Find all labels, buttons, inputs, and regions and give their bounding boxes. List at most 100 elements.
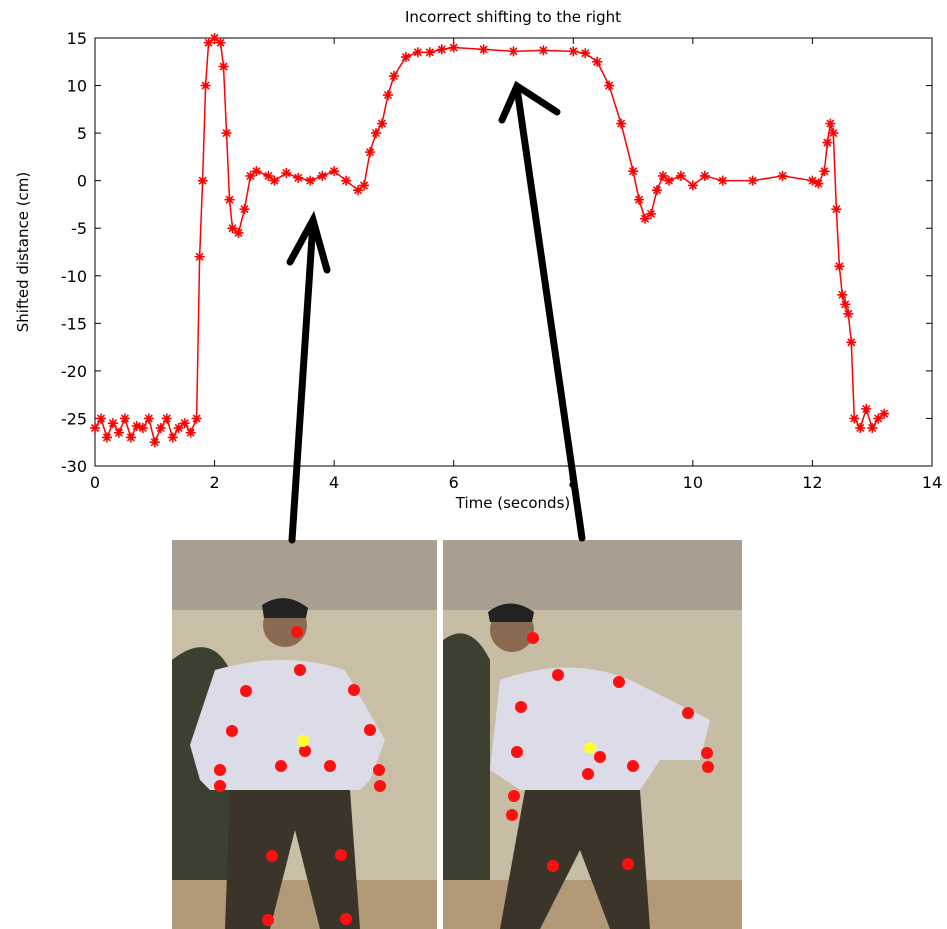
star-marker xyxy=(221,128,232,139)
star-marker xyxy=(873,413,884,424)
y-tick-label: 5 xyxy=(77,124,87,143)
y-tick-label: 0 xyxy=(77,172,87,191)
star-marker xyxy=(628,166,639,177)
star-marker xyxy=(269,175,280,186)
star-marker xyxy=(867,422,878,433)
star-marker xyxy=(717,175,728,186)
star-marker xyxy=(167,432,178,443)
star-marker xyxy=(382,90,393,101)
star-marker xyxy=(137,422,148,433)
star-marker xyxy=(143,413,154,424)
x-tick-label: 4 xyxy=(329,473,339,492)
photo-left xyxy=(172,540,437,929)
star-marker xyxy=(179,418,190,429)
x-tick-label: 6 xyxy=(449,473,459,492)
star-marker xyxy=(846,337,857,348)
star-marker xyxy=(849,413,860,424)
star-marker xyxy=(424,47,435,58)
star-marker xyxy=(113,427,124,438)
star-marker xyxy=(855,422,866,433)
star-marker xyxy=(329,166,340,177)
star-marker xyxy=(819,166,830,177)
x-tick-label: 14 xyxy=(922,473,942,492)
arrows xyxy=(286,80,586,544)
star-marker xyxy=(101,432,112,443)
x-tick-label: 0 xyxy=(90,473,100,492)
star-marker xyxy=(699,170,710,181)
star-marker xyxy=(861,403,872,414)
star-marker xyxy=(281,168,292,179)
star-marker xyxy=(370,128,381,139)
star-marker xyxy=(568,46,579,57)
star-marker xyxy=(663,175,674,186)
star-marker xyxy=(412,47,423,58)
star-marker xyxy=(538,45,549,56)
star-marker xyxy=(448,42,459,53)
star-marker xyxy=(834,261,845,272)
y-tick-label: -30 xyxy=(61,457,87,476)
star-marker xyxy=(305,175,316,186)
star-marker xyxy=(203,37,214,48)
star-marker xyxy=(879,408,890,419)
star-marker xyxy=(341,175,352,186)
photo-right xyxy=(443,540,742,929)
star-marker xyxy=(209,33,220,43)
y-tick-label: 10 xyxy=(67,77,87,96)
star-marker xyxy=(646,208,657,219)
star-marker xyxy=(831,204,842,215)
star-marker xyxy=(478,44,489,55)
x-axis-label: Time (seconds) xyxy=(455,494,571,512)
star-marker xyxy=(218,61,229,72)
star-marker xyxy=(634,194,645,205)
star-marker xyxy=(224,194,235,205)
star-marker xyxy=(651,185,662,196)
star-marker xyxy=(200,80,211,91)
star-marker xyxy=(592,56,603,67)
star-marker xyxy=(149,437,160,448)
star-marker xyxy=(263,170,274,181)
star-marker xyxy=(580,48,591,59)
star-marker xyxy=(837,289,848,300)
chart-title: Incorrect shifting to the right xyxy=(405,8,621,26)
star-marker xyxy=(840,299,851,310)
star-marker xyxy=(825,118,836,129)
star-marker xyxy=(508,46,519,57)
star-marker xyxy=(747,175,758,186)
star-marker xyxy=(245,170,256,181)
star-marker xyxy=(191,413,202,424)
star-marker xyxy=(353,185,364,196)
star-marker xyxy=(194,251,205,262)
y-axis-label: Shifted distance (cm) xyxy=(14,172,32,333)
star-marker xyxy=(233,227,244,238)
star-marker xyxy=(125,432,136,443)
star-marker xyxy=(400,52,411,63)
star-marker xyxy=(155,422,166,433)
star-marker xyxy=(388,71,399,82)
star-marker xyxy=(227,223,238,234)
star-marker xyxy=(95,413,106,424)
x-tick-label: 2 xyxy=(209,473,219,492)
star-marker xyxy=(161,413,172,424)
data-line xyxy=(94,37,885,445)
star-marker xyxy=(365,147,376,158)
star-marker xyxy=(843,308,854,319)
x-tick-label: 12 xyxy=(802,473,822,492)
star-marker xyxy=(251,166,262,177)
star-marker xyxy=(359,180,370,191)
star-marker xyxy=(822,137,833,148)
star-marker xyxy=(197,175,208,186)
star-marker xyxy=(185,427,196,438)
y-tick-label: -10 xyxy=(61,267,87,286)
star-marker xyxy=(119,413,130,424)
star-marker xyxy=(807,175,818,186)
star-marker xyxy=(777,170,788,181)
star-marker xyxy=(107,418,118,429)
x-tick-label: 10 xyxy=(683,473,703,492)
y-tick-label: -5 xyxy=(71,219,87,238)
star-marker xyxy=(813,178,824,189)
star-marker xyxy=(215,37,226,48)
star-marker xyxy=(675,170,686,181)
